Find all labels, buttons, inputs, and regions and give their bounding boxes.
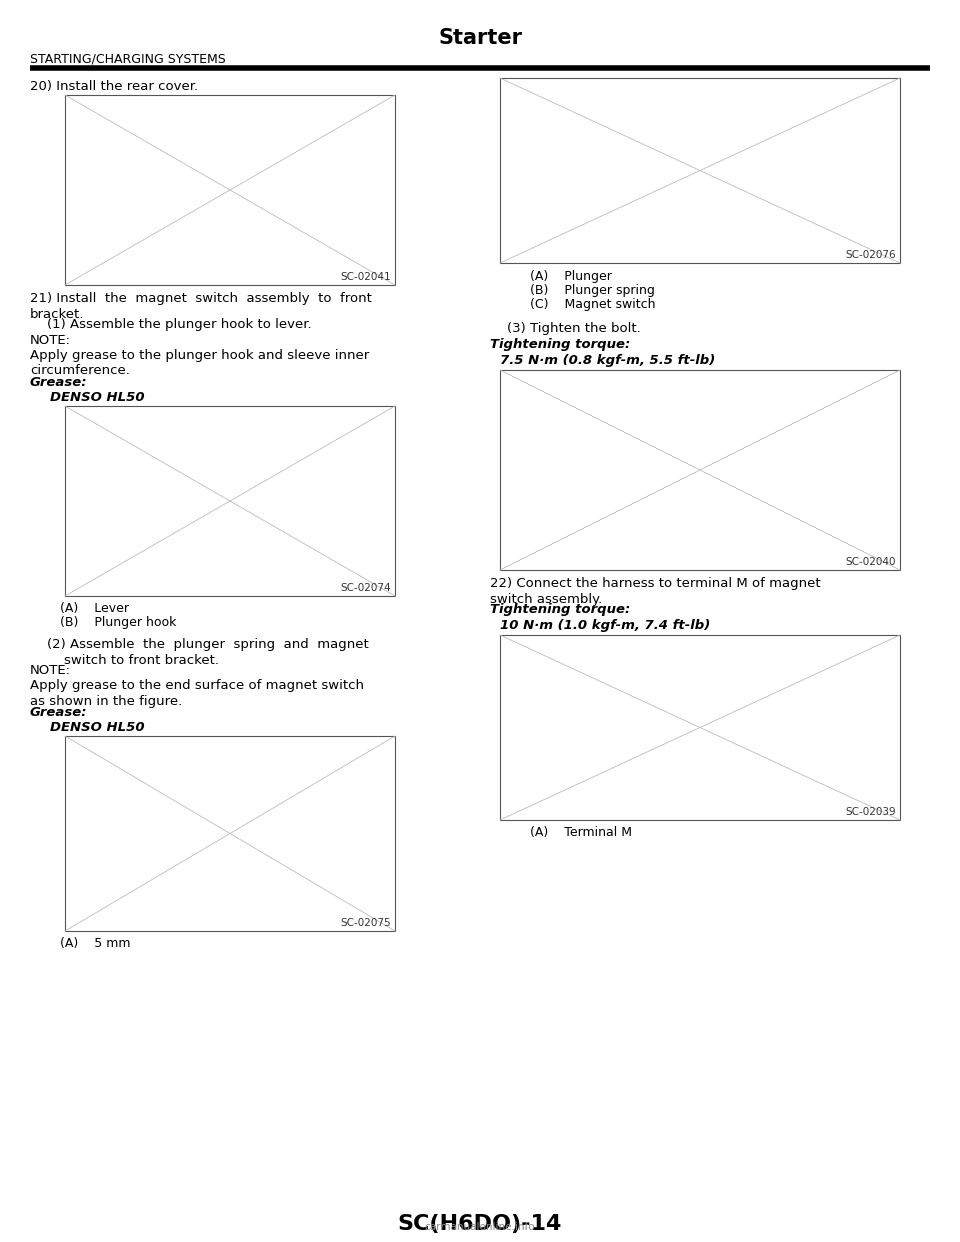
Text: Tightening torque:: Tightening torque: (490, 604, 631, 616)
Text: NOTE:: NOTE: (30, 334, 71, 347)
Text: SC-02041: SC-02041 (341, 272, 391, 282)
Text: bracket.: bracket. (30, 308, 84, 320)
Bar (500, 78, 900, 263)
Text: DENSO HL50: DENSO HL50 (50, 391, 145, 404)
Text: 21) Install  the  magnet  switch  assembly  to  front: 21) Install the magnet switch assembly t… (30, 292, 372, 306)
Text: as shown in the figure.: as shown in the figure. (30, 694, 182, 708)
Bar (65, 737, 395, 932)
Bar (65, 94, 395, 284)
Text: switch assembly.: switch assembly. (490, 592, 602, 606)
Bar (500, 370, 900, 570)
Text: (A)    5 mm: (A) 5 mm (60, 936, 131, 950)
Text: (B)    Plunger hook: (B) Plunger hook (60, 616, 177, 628)
Text: (3) Tighten the bolt.: (3) Tighten the bolt. (490, 322, 640, 335)
Text: 7.5 N·m (0.8 kgf-m, 5.5 ft-lb): 7.5 N·m (0.8 kgf-m, 5.5 ft-lb) (500, 354, 715, 366)
Text: (B)    Plunger spring: (B) Plunger spring (530, 284, 655, 297)
Text: SC(H6DO)-14: SC(H6DO)-14 (397, 1213, 563, 1235)
Text: SC-02040: SC-02040 (846, 556, 896, 568)
Text: 22) Connect the harness to terminal M of magnet: 22) Connect the harness to terminal M of… (490, 578, 821, 590)
Text: 20) Install the rear cover.: 20) Install the rear cover. (30, 79, 198, 93)
Text: Starter: Starter (438, 29, 522, 48)
Text: Apply grease to the end surface of magnet switch: Apply grease to the end surface of magne… (30, 679, 364, 692)
Bar (500, 635, 900, 820)
Text: SC-02076: SC-02076 (846, 250, 896, 260)
Text: circumference.: circumference. (30, 364, 130, 378)
Text: SC-02075: SC-02075 (341, 918, 391, 928)
Text: Grease:: Grease: (30, 376, 87, 389)
Text: (1) Assemble the plunger hook to lever.: (1) Assemble the plunger hook to lever. (30, 318, 312, 332)
Text: STARTING/CHARGING SYSTEMS: STARTING/CHARGING SYSTEMS (30, 52, 226, 65)
Text: (A)    Lever: (A) Lever (60, 602, 129, 615)
Text: (C)    Magnet switch: (C) Magnet switch (530, 298, 656, 310)
Text: NOTE:: NOTE: (30, 664, 71, 677)
Text: Apply grease to the plunger hook and sleeve inner: Apply grease to the plunger hook and sle… (30, 349, 370, 361)
Text: Tightening torque:: Tightening torque: (490, 338, 631, 351)
Text: (A)    Terminal M: (A) Terminal M (530, 826, 632, 840)
Text: SC-02074: SC-02074 (341, 582, 391, 592)
Text: (A)    Plunger: (A) Plunger (530, 270, 612, 283)
Text: Grease:: Grease: (30, 705, 87, 719)
Text: switch to front bracket.: switch to front bracket. (30, 653, 219, 667)
Text: SC-02039: SC-02039 (846, 807, 896, 817)
Bar (65, 406, 395, 596)
Text: DENSO HL50: DENSO HL50 (50, 722, 145, 734)
Text: carmanualonline.info: carmanualonline.info (424, 1222, 536, 1232)
Text: 10 N·m (1.0 kgf-m, 7.4 ft-lb): 10 N·m (1.0 kgf-m, 7.4 ft-lb) (500, 619, 710, 632)
Text: (2) Assemble  the  plunger  spring  and  magnet: (2) Assemble the plunger spring and magn… (30, 638, 369, 651)
